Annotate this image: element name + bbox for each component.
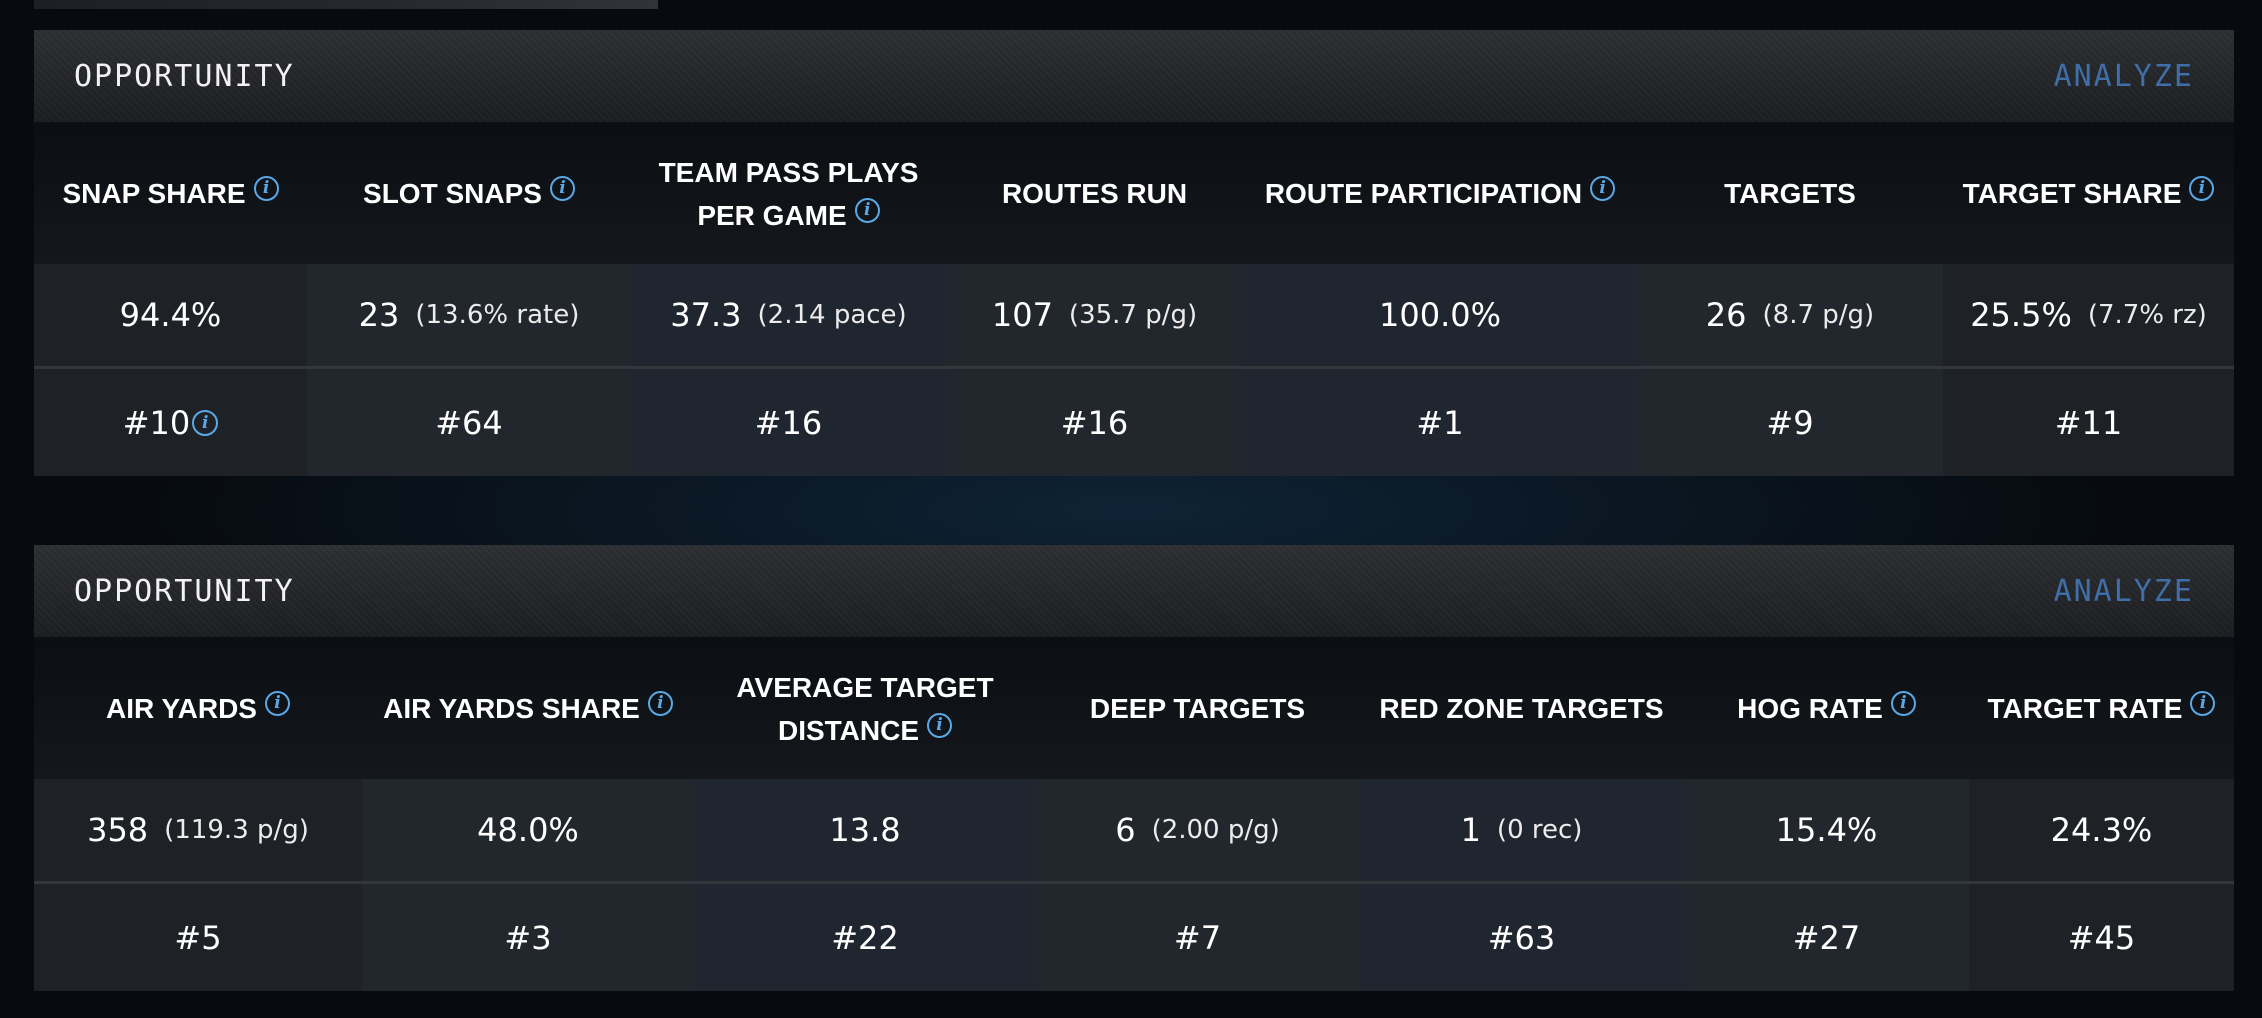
analyze-link[interactable]: ANALYZE	[2053, 58, 2194, 94]
stats-header-row: AIR YARDS i AIR YARDS SHARE i AVERAGE TARG…	[34, 638, 2234, 779]
info-icon[interactable]: i	[1890, 691, 1916, 716]
value-sub: (8.7 p/g)	[1762, 300, 1875, 330]
value-sub: (35.7 p/g)	[1068, 300, 1198, 330]
header-air-yards: AIR YARDS i	[34, 638, 362, 779]
analyze-link[interactable]: ANALYZE	[2053, 573, 2194, 609]
info-icon[interactable]: i	[927, 712, 953, 738]
rank-deep-targets: #7	[1036, 884, 1359, 991]
rank-targets: #9	[1637, 369, 1943, 476]
rank-route-participation: #1	[1243, 369, 1637, 476]
stats-header-row: SNAP SHARE i SLOT SNAPS i TEAM PASS PLAYS …	[34, 123, 2234, 264]
rank-routes-run: #16	[946, 369, 1243, 476]
value-air-yards-share: 48.0%	[362, 779, 694, 884]
panel-title: OPPORTUNITY	[74, 573, 295, 609]
rank-snap-share: #10 i	[34, 369, 307, 476]
stats-rank-row: #10 i #64 #16 #16 #1 #9 #11	[34, 369, 2234, 476]
value-target-share: 25.5% (7.7% rz)	[1943, 264, 2234, 369]
header-deep-targets: DEEP TARGETS	[1036, 638, 1359, 779]
header-air-yards-share: AIR YARDS SHARE i	[362, 638, 694, 779]
value-sub: (13.6% rate)	[415, 300, 580, 330]
info-icon[interactable]: i	[253, 176, 279, 201]
info-icon[interactable]: i	[647, 691, 673, 716]
info-icon[interactable]: i	[192, 409, 219, 436]
header-team-pass-plays: TEAM PASS PLAYS PER GAME i	[631, 123, 946, 264]
header-target-rate: TARGET RATE i	[1969, 638, 2234, 779]
rank-average-target-distance: #22	[694, 884, 1036, 991]
value-sub: (2.14 pace)	[757, 300, 907, 330]
opportunity-panel-1: OPPORTUNITY ANALYZE SNAP SHARE i SLOT SNA…	[34, 30, 2234, 476]
header-red-zone-targets: RED ZONE TARGETS	[1359, 638, 1684, 779]
stats-rank-row: #5 #3 #22 #7 #63 #27 #45	[34, 884, 2234, 991]
value-sub: (2.00 p/g)	[1151, 815, 1280, 845]
panel-header: OPPORTUNITY ANALYZE	[34, 30, 2234, 123]
header-route-participation: ROUTE PARTICIPATION i	[1243, 123, 1637, 264]
top-tab-bar	[34, 0, 658, 9]
stats-value-row: 358 (119.3 p/g) 48.0% 13.8 6 (2.00 p/g) 1(…	[34, 779, 2234, 884]
header-slot-snaps: SLOT SNAPS i	[307, 123, 631, 264]
header-targets: TARGETS	[1637, 123, 1943, 264]
rank-hog-rate: #27	[1684, 884, 1969, 991]
value-sub: (7.7% rz)	[2087, 300, 2207, 330]
value-target-rate: 24.3%	[1969, 779, 2234, 884]
opportunity-panel-2: OPPORTUNITY ANALYZE AIR YARDS i AIR YARDS…	[34, 545, 2234, 991]
info-icon[interactable]: i	[2189, 176, 2215, 201]
value-deep-targets: 6 (2.00 p/g)	[1036, 779, 1359, 884]
header-average-target-distance: AVERAGE TARGET DISTANCE i	[694, 638, 1036, 779]
value-red-zone-targets: 1 (0 rec)	[1359, 779, 1684, 884]
value-route-participation: 100.0%	[1243, 264, 1637, 369]
value-slot-snaps: 23 (13.6% rate)	[307, 264, 631, 369]
header-hog-rate: HOG RATE i	[1684, 638, 1969, 779]
info-icon[interactable]: i	[264, 691, 290, 716]
header-routes-run: ROUTES RUN	[946, 123, 1243, 264]
info-icon[interactable]: i	[2190, 691, 2216, 716]
stats-value-row: 94.4% 23 (13.6% rate) 37.3 (2.14 pace) 107…	[34, 264, 2234, 369]
value-average-target-distance: 13.8	[694, 779, 1036, 884]
header-target-share: TARGET SHARE i	[1943, 123, 2234, 264]
value-routes-run: 107 (35.7 p/g)	[946, 264, 1243, 369]
rank-team-pass-plays: #16	[631, 369, 946, 476]
value-air-yards: 358 (119.3 p/g)	[34, 779, 362, 884]
panel-title: OPPORTUNITY	[74, 58, 295, 94]
rank-air-yards: #5	[34, 884, 362, 991]
info-icon[interactable]: i	[549, 176, 575, 201]
info-icon[interactable]: i	[854, 197, 880, 223]
value-sub: (119.3 p/g)	[164, 815, 309, 845]
value-targets: 26 (8.7 p/g)	[1637, 264, 1943, 369]
value-hog-rate: 15.4%	[1684, 779, 1969, 884]
rank-air-yards-share: #3	[362, 884, 694, 991]
value-sub: (0 rec)	[1496, 815, 1583, 845]
rank-slot-snaps: #64	[307, 369, 631, 476]
value-snap-share: 94.4%	[34, 264, 307, 369]
info-icon[interactable]: i	[1590, 176, 1616, 201]
rank-target-share: #11	[1943, 369, 2234, 476]
rank-target-rate: #45	[1969, 884, 2234, 991]
value-team-pass-plays: 37.3 (2.14 pace)	[631, 264, 946, 369]
rank-red-zone-targets: #63	[1359, 884, 1684, 991]
panel-header: OPPORTUNITY ANALYZE	[34, 545, 2234, 638]
header-snap-share: SNAP SHARE i	[34, 123, 307, 264]
